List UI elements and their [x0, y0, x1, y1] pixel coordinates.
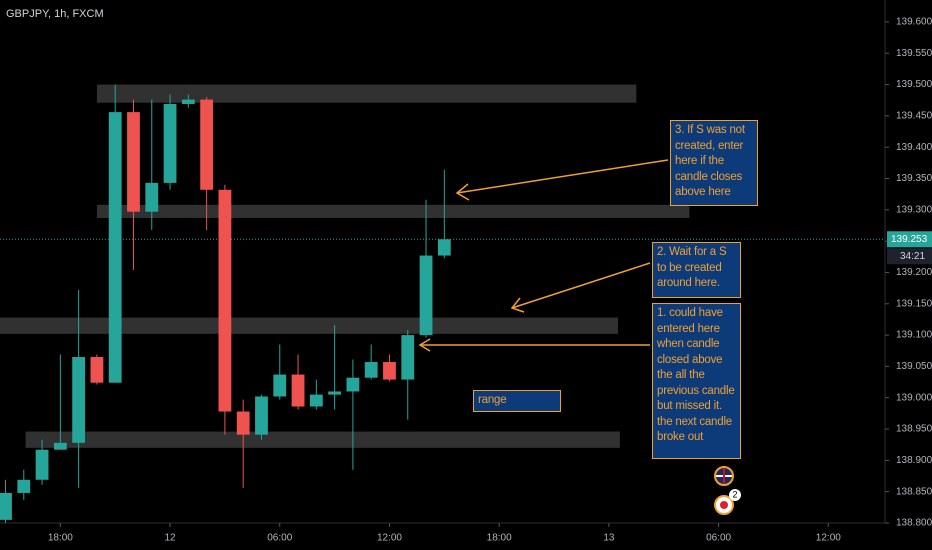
- x-tick-label: 12:00: [816, 533, 841, 544]
- candle-body: [255, 396, 268, 435]
- y-tick-label: 139.600: [896, 17, 932, 28]
- y-tick-label: 139.350: [896, 173, 932, 184]
- candle-body: [364, 362, 378, 378]
- candle-body: [181, 99, 195, 104]
- y-tick-label: 139.000: [896, 392, 932, 403]
- chart-title: GBPJPY, 1h, FXCM: [6, 8, 104, 20]
- arrow-head: [418, 338, 431, 352]
- candle-body: [17, 479, 31, 493]
- candle-body: [328, 391, 342, 395]
- x-tick-label: 13: [603, 533, 615, 544]
- y-tick-label: 139.300: [896, 204, 932, 215]
- candle-body: [419, 255, 433, 336]
- y-tick-label: 139.500: [896, 79, 932, 90]
- candle-body: [127, 112, 140, 212]
- candle-body: [200, 99, 214, 190]
- y-tick-label: 138.900: [896, 455, 932, 466]
- candle-body: [90, 357, 104, 383]
- candle-body: [163, 103, 177, 183]
- y-tick-label: 139.100: [896, 330, 932, 341]
- price-label: 139.253: [891, 234, 928, 245]
- y-tick-label: 139.200: [896, 267, 932, 278]
- annotation: 3. If S was not created, enter here if t…: [670, 120, 758, 206]
- candle-body: [383, 362, 396, 380]
- candle-body: [273, 374, 287, 397]
- candle-body: [108, 112, 122, 383]
- zone: [25, 431, 620, 448]
- candle-body: [218, 189, 232, 412]
- y-tick-label: 139.550: [896, 48, 932, 59]
- y-tick-label: 138.800: [896, 518, 932, 529]
- jp-dot: [720, 501, 728, 509]
- countdown-box: [887, 248, 932, 265]
- y-tick-label: 139.450: [896, 111, 932, 122]
- y-tick-label: 138.850: [896, 486, 932, 497]
- candle-body: [309, 394, 323, 407]
- x-tick-label: 18:00: [48, 533, 73, 544]
- candle-body: [0, 492, 12, 520]
- annotation: 1. could have entered here when candle c…: [652, 303, 741, 459]
- annotation: 2. Wait for a S to be created around her…: [652, 242, 741, 298]
- candle-body: [401, 335, 415, 380]
- candle-body: [236, 411, 250, 435]
- arrow-head: [510, 297, 525, 313]
- candle-body: [53, 442, 67, 450]
- candle-body: [72, 357, 86, 443]
- y-tick-label: 139.150: [896, 298, 932, 309]
- badge: [729, 489, 741, 501]
- event-icons: 2: [714, 466, 741, 515]
- candle-body: [437, 239, 451, 256]
- arrow-head: [455, 183, 470, 201]
- badge-count: 2: [732, 489, 737, 499]
- zone: [96, 84, 637, 103]
- candle-body: [35, 449, 49, 480]
- y-tick-label: 138.950: [896, 424, 932, 435]
- countdown: 34:21: [900, 251, 925, 262]
- price-label-box: [887, 231, 932, 248]
- y-tick-label: 139.050: [896, 361, 932, 372]
- x-tick-label: 18:00: [487, 533, 512, 544]
- candle-body: [346, 377, 360, 392]
- arrow: [511, 262, 651, 309]
- candle-body: [291, 374, 305, 407]
- arrow: [456, 159, 669, 194]
- zone: [96, 204, 690, 218]
- x-tick-label: 06:00: [267, 533, 292, 544]
- x-tick-label: 12:00: [377, 533, 402, 544]
- x-tick-label: 12: [164, 533, 176, 544]
- candle-body: [145, 182, 159, 212]
- zone: [0, 317, 619, 334]
- arrows: [418, 159, 669, 352]
- annotation: range: [473, 390, 561, 412]
- x-tick-label: 06:00: [706, 533, 731, 544]
- y-tick-label: 139.400: [896, 142, 932, 153]
